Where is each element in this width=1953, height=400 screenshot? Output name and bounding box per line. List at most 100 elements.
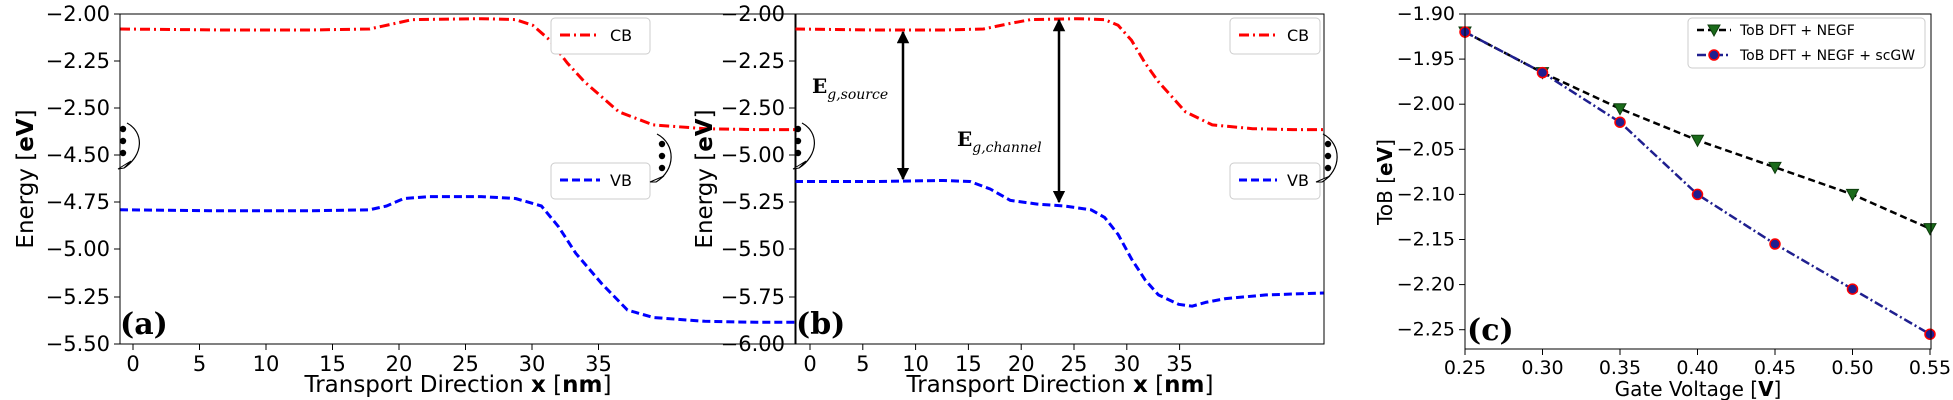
- panel-b-ylabel: Energy [eV]: [692, 109, 718, 248]
- panel-a-legend-vb-label: VB: [610, 171, 632, 190]
- x-tick-label: 0.40: [1676, 357, 1718, 379]
- panel-b-xlabel: Transport Direction x [nm]: [906, 372, 1214, 398]
- panel-a-frame: [119, 13, 797, 345]
- panel-c-series-1-point: [1690, 134, 1705, 148]
- panel-c-plot-content: [1458, 26, 1937, 340]
- panel-c-series-2-point: [1536, 66, 1549, 79]
- y-tick-label: −2.00: [46, 2, 110, 26]
- y-tick-label: −2.00: [721, 2, 785, 26]
- panel-b-legend-vb: VB: [1229, 162, 1321, 200]
- x-tick-label: 20: [1008, 352, 1035, 376]
- panelA-series-vb: [119, 195, 796, 324]
- panel-c-series-2-point: [1691, 188, 1704, 201]
- y-tick-label: −6.00: [721, 332, 785, 356]
- y-tick-label: −2.00: [1397, 93, 1455, 115]
- x-tick-label: 0.35: [1599, 357, 1641, 379]
- y-tick-label: −4.75: [46, 190, 110, 214]
- x-tick-label: 0.25: [1444, 357, 1486, 379]
- x-tick-label: 15: [955, 352, 982, 376]
- y-tick-label: −2.05: [1397, 138, 1455, 160]
- panel-c-legend: ToB DFT + NEGF ToB DFT + NEGF + scGW: [1687, 17, 1926, 69]
- x-tick-label: 30: [519, 352, 546, 376]
- panel-a-legend-vb: VB: [550, 162, 651, 200]
- panel-a-plot-content: [119, 17, 796, 324]
- y-tick-label: −5.00: [46, 237, 110, 261]
- panel-c-xlabel: Gate Voltage [V]: [1615, 377, 1782, 400]
- y-tick-label: −2.25: [46, 49, 110, 73]
- x-tick-label: 0.30: [1521, 357, 1563, 379]
- x-tick-label: 10: [902, 352, 929, 376]
- x-tick-label: 35: [585, 352, 612, 376]
- x-tick-label: 0.45: [1754, 357, 1796, 379]
- y-tick-label: −1.95: [1397, 48, 1455, 70]
- panel-c-series-2-point: [1846, 283, 1859, 295]
- x-tick-label: 35: [1166, 352, 1193, 376]
- y-tick-label: −1.90: [1397, 3, 1455, 25]
- panel-c-ticks: 0.25 0.30 0.35 0.40 0.45 0.50 0.55 −1.90 −1.95 −2…: [1397, 3, 1951, 379]
- panel-c-legend-s2-label: ToB DFT + NEGF + scGW: [1739, 48, 1915, 64]
- y-tick-label: −2.50: [721, 96, 785, 120]
- panel-b-plot-content: [794, 17, 1325, 308]
- panel-a-axis-break-left: [117, 122, 140, 170]
- y-tick-label: −4.50: [46, 143, 110, 167]
- y-tick-label: −5.75: [721, 285, 785, 309]
- x-tick-label: 25: [1061, 352, 1088, 376]
- panel-b-ticks: 0 5 10 15 20 25 30 35 −2.00 −2.25 −2.50 −5.00 −5.25 −…: [721, 2, 1193, 376]
- y-tick-label: −2.50: [46, 96, 110, 120]
- panel-b-axis-break-right: [1315, 133, 1338, 183]
- panelB-series-cb: [794, 17, 1324, 132]
- y-tick-label: −2.10: [1397, 183, 1455, 205]
- y-tick-label: −5.50: [721, 237, 785, 261]
- panel-b-legend-cb-label: CB: [1287, 26, 1309, 45]
- panel-c-label: (c): [1467, 313, 1514, 348]
- x-tick-label: 0.50: [1831, 357, 1873, 379]
- y-tick-label: −5.25: [721, 190, 785, 214]
- x-tick-label: 25: [452, 352, 479, 376]
- panel-b-legend-vb-label: VB: [1287, 171, 1309, 190]
- y-tick-label: −5.50: [46, 332, 110, 356]
- panel-c-series-2-point: [1614, 116, 1626, 128]
- x-tick-label: 30: [1113, 352, 1140, 376]
- y-tick-label: −2.20: [1397, 274, 1455, 296]
- y-tick-label: −2.25: [721, 49, 785, 73]
- x-tick-label: 15: [319, 352, 346, 376]
- panel-c-series-2-line: [1464, 30, 1931, 336]
- x-tick-label: 20: [386, 352, 413, 376]
- panel-c-series-1-point: [1768, 161, 1782, 175]
- panelA-series-cb: [119, 17, 796, 132]
- panel-a-xlabel: Transport Direction x [nm]: [304, 372, 612, 398]
- panel-c-ylabel: ToB [eV]: [1373, 139, 1397, 226]
- panel-a-legend-cb: CB: [550, 17, 651, 55]
- panel-c-legend-s1-label: ToB DFT + NEGF: [1739, 23, 1855, 39]
- x-tick-label: 5: [193, 352, 206, 376]
- panel-b: 0 5 10 15 20 25 30 35 −2.00 −2.25 −2.50 −5.00 −5.25 −…: [692, 2, 1338, 398]
- x-tick-label: 5: [856, 352, 869, 376]
- panel-a-label: (a): [120, 307, 168, 342]
- x-tick-label: 0: [126, 352, 139, 376]
- panelB-series-vb: [795, 179, 1325, 308]
- panel-a-ylabel: Energy [eV]: [13, 109, 39, 248]
- y-tick-label: −2.25: [1397, 319, 1455, 341]
- panel-b-annot-source: Eg,source: [812, 74, 888, 103]
- panel-c: 0.25 0.30 0.35 0.40 0.45 0.50 0.55 −1.90 −1.95 −2…: [1373, 3, 1951, 400]
- panel-c-series-2-point: [1769, 238, 1781, 250]
- panel-a: 0 5 10 15 20 25 30 35 −2.00 −2.25 −2.50 −4.50 −4.75 −…: [13, 2, 797, 398]
- y-tick-label: −2.15: [1397, 229, 1455, 251]
- x-tick-label: 0: [803, 352, 816, 376]
- panel-c-series-1-point: [1845, 188, 1860, 202]
- y-tick-label: −5.25: [46, 285, 110, 309]
- panel-b-axis-break-left: [792, 122, 815, 170]
- panel-c-series-1-point: [1613, 103, 1627, 116]
- panel-b-annot-channel: Eg,channel: [957, 127, 1042, 156]
- panel-a-ticks: 0 5 10 15 20 25 30 35 −2.00 −2.25 −2.50 −4.50 −4.75 −…: [46, 2, 612, 376]
- panel-a-legend-cb-label: CB: [610, 26, 632, 45]
- panel-b-label: (b): [796, 307, 845, 342]
- panel-a-axis-break-right: [649, 133, 672, 183]
- panel-c-series-2-point: [1924, 328, 1936, 340]
- x-tick-label: 0.55: [1909, 357, 1951, 379]
- panel-c-series-1-point: [1923, 223, 1937, 236]
- x-tick-label: 10: [253, 352, 280, 376]
- panel-b-legend-cb: CB: [1229, 17, 1321, 55]
- y-tick-label: −5.00: [721, 143, 785, 167]
